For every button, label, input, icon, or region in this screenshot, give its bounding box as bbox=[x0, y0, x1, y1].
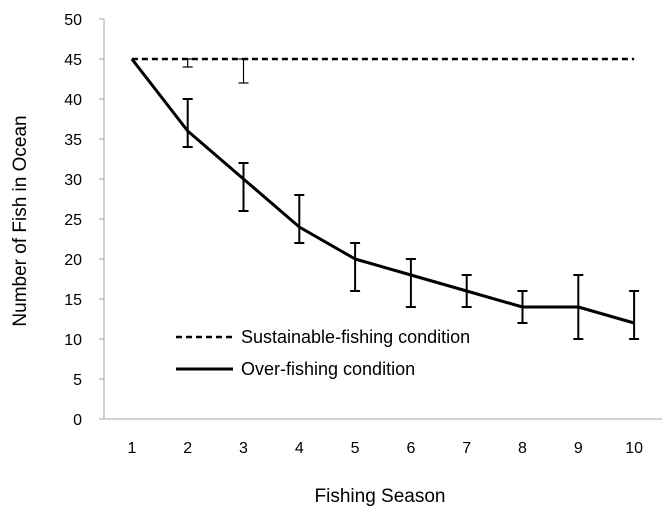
x-tick-label: 7 bbox=[462, 440, 471, 457]
error-bar bbox=[461, 274, 472, 308]
error-bar bbox=[238, 162, 249, 212]
x-tick-label: 8 bbox=[518, 440, 527, 457]
error-bars bbox=[182, 58, 640, 340]
x-tick-label: 5 bbox=[351, 440, 360, 457]
error-bar bbox=[238, 58, 249, 84]
error-bar bbox=[629, 290, 640, 340]
error-bar bbox=[350, 242, 361, 292]
x-tick-label: 1 bbox=[127, 440, 136, 457]
y-tick-label: 45 bbox=[64, 52, 82, 69]
y-tick-label: 15 bbox=[64, 292, 82, 309]
legend: Sustainable-fishing condition Over-fishi… bbox=[176, 327, 470, 379]
error-bar bbox=[573, 274, 584, 340]
x-tick-label: 9 bbox=[574, 440, 583, 457]
x-tick-label: 6 bbox=[406, 440, 415, 457]
x-axis-title: Fishing Season bbox=[315, 486, 446, 507]
y-tick-label: 35 bbox=[64, 132, 82, 149]
error-bar bbox=[517, 290, 528, 324]
error-bar bbox=[182, 98, 193, 148]
y-tick-label: 40 bbox=[64, 92, 82, 109]
y-tick-label: 5 bbox=[73, 372, 82, 389]
legend-item-overfishing: Over-fishing condition bbox=[176, 359, 415, 379]
x-tick-label: 3 bbox=[239, 440, 248, 457]
y-tick-label: 20 bbox=[64, 252, 82, 269]
legend-label-overfishing: Over-fishing condition bbox=[241, 359, 415, 379]
series-line-overfishing bbox=[130, 58, 635, 325]
series-layer bbox=[130, 57, 635, 325]
x-tick-label: 4 bbox=[295, 440, 304, 457]
y-tick-label: 50 bbox=[64, 12, 82, 29]
y-axis-ticks: 0 5 10 15 20 25 30 35 40 45 50 bbox=[64, 12, 104, 429]
error-bar bbox=[405, 258, 416, 308]
legend-item-sustainable: Sustainable-fishing condition bbox=[176, 327, 470, 347]
y-axis-title: Number of Fish in Ocean bbox=[10, 115, 31, 326]
y-tick-label: 0 bbox=[73, 412, 82, 429]
x-tick-label: 10 bbox=[625, 440, 643, 457]
legend-label-sustainable: Sustainable-fishing condition bbox=[241, 327, 470, 347]
y-tick-label: 10 bbox=[64, 332, 82, 349]
y-tick-label: 25 bbox=[64, 212, 82, 229]
x-axis-ticks: 1 2 3 4 5 6 7 8 9 10 bbox=[127, 440, 643, 457]
error-bar bbox=[294, 194, 305, 244]
x-tick-label: 2 bbox=[183, 440, 192, 457]
y-tick-label: 30 bbox=[64, 172, 82, 189]
error-bar bbox=[182, 58, 193, 68]
